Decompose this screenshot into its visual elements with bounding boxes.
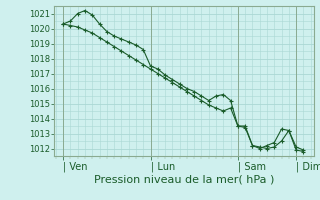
X-axis label: Pression niveau de la mer( hPa ): Pression niveau de la mer( hPa ) (94, 175, 274, 185)
